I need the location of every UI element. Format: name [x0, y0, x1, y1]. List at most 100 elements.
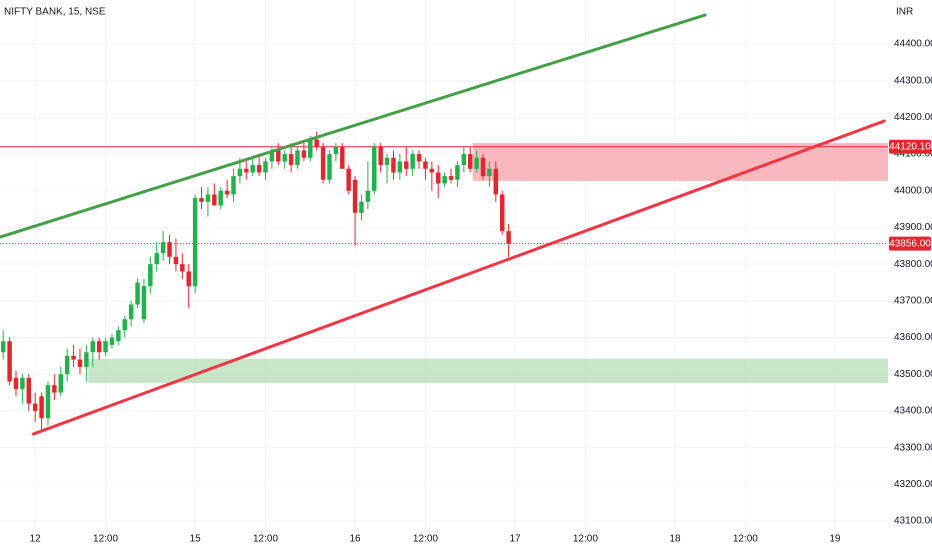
- candle-body: [186, 271, 191, 287]
- x-tick-label: 12: [30, 534, 42, 545]
- candle-body: [122, 319, 127, 331]
- candle-body: [474, 157, 479, 169]
- y-tick-label: 44000.00: [894, 185, 932, 196]
- candle-body: [352, 179, 358, 213]
- candle-body: [346, 168, 351, 191]
- x-tick-label: 17: [509, 534, 521, 545]
- x-tick-label: 12:00: [93, 534, 118, 545]
- candle-body: [13, 377, 19, 389]
- candle-body: [455, 165, 460, 180]
- candle-body: [103, 341, 108, 353]
- x-tick-label: 15: [190, 534, 202, 545]
- candle-body: [173, 256, 179, 265]
- candle-body: [327, 154, 332, 180]
- x-tick-label: 18: [669, 534, 681, 545]
- x-tick-label: 12:00: [733, 534, 758, 545]
- candle-body: [148, 264, 153, 287]
- candle-body: [461, 154, 467, 166]
- candle-body: [32, 403, 38, 411]
- candle-body: [64, 355, 70, 375]
- currency: INR: [896, 7, 913, 18]
- candle-body: [467, 154, 473, 169]
- price-label: 43856.00: [889, 238, 931, 249]
- candle-body: [416, 154, 422, 162]
- candle-body: [141, 286, 147, 320]
- candle-body: [391, 157, 396, 173]
- candle-body: [199, 198, 204, 202]
- x-tick-label: 16: [350, 534, 362, 545]
- candle-body: [109, 337, 115, 345]
- trend-line: [0, 13, 707, 239]
- candle-body: [314, 139, 319, 147]
- trend-line: [31, 119, 886, 436]
- candle-body: [167, 242, 172, 257]
- candle-body: [365, 190, 371, 202]
- candle-body: [429, 168, 435, 173]
- candle-body: [378, 146, 383, 166]
- y-tick-label: 43200.00: [894, 479, 932, 490]
- candle-body: [340, 146, 345, 169]
- y-tick-label: 44100.00: [894, 149, 932, 160]
- candle-body: [237, 168, 243, 177]
- x-tick-label: 12:00: [413, 534, 438, 545]
- x-tick-label: 12:00: [253, 534, 278, 545]
- y-tick-label: 43700.00: [894, 295, 932, 306]
- candle-body: [128, 304, 134, 320]
- candle-body: [20, 377, 25, 389]
- candle-body: [7, 341, 12, 382]
- candle-body: [231, 176, 236, 195]
- candle-body: [154, 253, 159, 265]
- candle-body: [205, 194, 211, 202]
- candle-body: [448, 176, 454, 180]
- y-tick-label: 43300.00: [894, 442, 932, 453]
- candle-body: [423, 161, 428, 169]
- candle-body: [282, 154, 287, 162]
- candle-body: [404, 161, 409, 169]
- zone: [88, 358, 888, 384]
- candle-body: [493, 168, 499, 195]
- y-tick-label: 44400.00: [894, 39, 932, 50]
- candle-body: [96, 341, 102, 353]
- chart-title: NIFTY BANK, 15, NSE: [4, 7, 106, 18]
- candle-body: [180, 264, 185, 272]
- candle-body: [436, 172, 441, 184]
- candle-body: [256, 165, 262, 173]
- y-tick-label: 43800.00: [894, 259, 932, 270]
- candle-body: [77, 359, 83, 367]
- y-tick-label: 43900.00: [894, 222, 932, 233]
- candle-body: [160, 242, 166, 254]
- candle-body: [276, 150, 281, 162]
- candle-body: [244, 168, 249, 173]
- candle-body: [135, 282, 140, 305]
- candle-body: [480, 157, 486, 177]
- candle-body: [372, 146, 377, 191]
- y-tick-label: 43500.00: [894, 369, 932, 380]
- candle-body: [84, 352, 89, 367]
- candle-body: [192, 198, 198, 287]
- candle-body: [39, 396, 44, 419]
- price-label: 44120.10: [889, 141, 931, 152]
- candle-body: [333, 146, 339, 155]
- candle-body: [499, 194, 505, 232]
- plot-area: [0, 0, 888, 532]
- candle-body: [410, 154, 415, 169]
- candle-body: [442, 176, 447, 184]
- y-tick-label: 43100.00: [894, 516, 932, 527]
- candle-body: [45, 385, 51, 419]
- candle-body: [250, 165, 255, 173]
- candle-body: [384, 157, 390, 166]
- y-tick-label: 44300.00: [894, 75, 932, 86]
- candle-body: [487, 168, 492, 177]
- candle-body: [320, 146, 326, 180]
- candle-body: [26, 377, 32, 404]
- price-axis: [888, 0, 932, 550]
- candle-body: [269, 150, 275, 162]
- candle-body: [397, 161, 403, 173]
- candle-body: [218, 190, 223, 206]
- y-tick-label: 43600.00: [894, 332, 932, 343]
- price-label-box: [889, 139, 931, 154]
- candle-body: [295, 150, 300, 166]
- candle-body: [0, 341, 6, 353]
